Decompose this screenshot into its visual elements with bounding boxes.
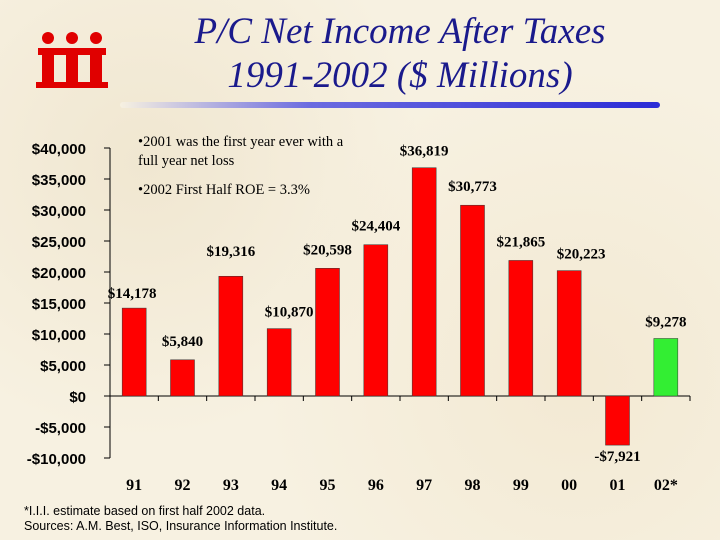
y-tick-label: $30,000 [32,203,86,220]
bar-98 [460,204,485,397]
bar-92 [170,359,195,397]
x-tick-label: 99 [513,477,529,494]
data-label: $20,223 [557,247,606,263]
footnote-sources: Sources: A.M. Best, ISO, Insurance Infor… [24,519,338,533]
data-label: $5,840 [162,334,203,350]
footnote-estimate: *I.I.I. estimate based on first half 200… [24,504,266,518]
bar-01 [605,395,630,446]
x-tick-label: 97 [416,477,432,494]
bar-93 [218,275,244,397]
data-label: $19,316 [206,244,255,260]
data-label: $30,773 [448,179,497,195]
data-label: $10,870 [265,305,314,321]
y-tick-label: -$10,000 [27,451,86,468]
y-tick-label: $35,000 [32,172,86,189]
x-tick-label: 95 [320,477,336,494]
data-label: $14,178 [108,286,157,302]
bar-94 [266,328,292,397]
data-label: -$7,921 [594,449,640,465]
bars [121,167,679,446]
bar-96 [363,244,389,397]
y-tick-label: $5,000 [40,358,86,375]
data-label: $36,819 [400,144,449,160]
data-labels: $14,178 $5,840 $19,316 $10,870 $20,598 $24,40… [108,144,687,465]
data-label: $24,404 [351,219,400,235]
bar-00 [556,270,582,397]
y-tick-label: $15,000 [32,296,86,313]
x-tick-label: 98 [465,477,481,494]
x-tick-label: 01 [610,477,626,494]
bar-95 [315,268,340,397]
x-tick-label: 94 [271,477,287,494]
x-tick-label: 92 [175,477,191,494]
x-tick-label: 96 [368,477,384,494]
y-tick-label: $20,000 [32,265,86,282]
data-label: $21,865 [496,234,545,250]
title-line-2: 1991-2002 ($ Millions) [227,55,573,96]
data-label: $9,278 [645,314,686,330]
x-tick-label: 91 [126,477,142,494]
iii-logo [36,32,108,88]
y-tick-label: $40,000 [32,141,86,158]
x-tick-label: 00 [561,477,577,494]
x-tick-label: 02* [654,477,678,494]
bar-99 [508,260,534,397]
x-axis: 91 92 93 94 95 96 97 98 99 00 01 02* [109,396,691,494]
title-underline [120,102,660,108]
title-line-1: P/C Net Income After Taxes [194,11,606,52]
annotation-roe: •2002 First Half ROE = 3.3% [138,182,310,198]
y-tick-label: $25,000 [32,234,86,251]
annotation-net-loss: •2001 was the first year ever with a ful… [138,134,344,169]
bar-91 [121,307,147,397]
y-tick-label: $10,000 [32,327,86,344]
data-label: $20,598 [303,242,352,258]
bar-02 [653,338,679,397]
y-tick-label: $0 [69,389,86,406]
page-title: P/C Net Income After Taxes 1991-2002 ($ … [120,10,680,98]
x-tick-label: 93 [223,477,239,494]
y-tick-label: -$5,000 [35,420,86,437]
bar-97 [411,167,437,397]
